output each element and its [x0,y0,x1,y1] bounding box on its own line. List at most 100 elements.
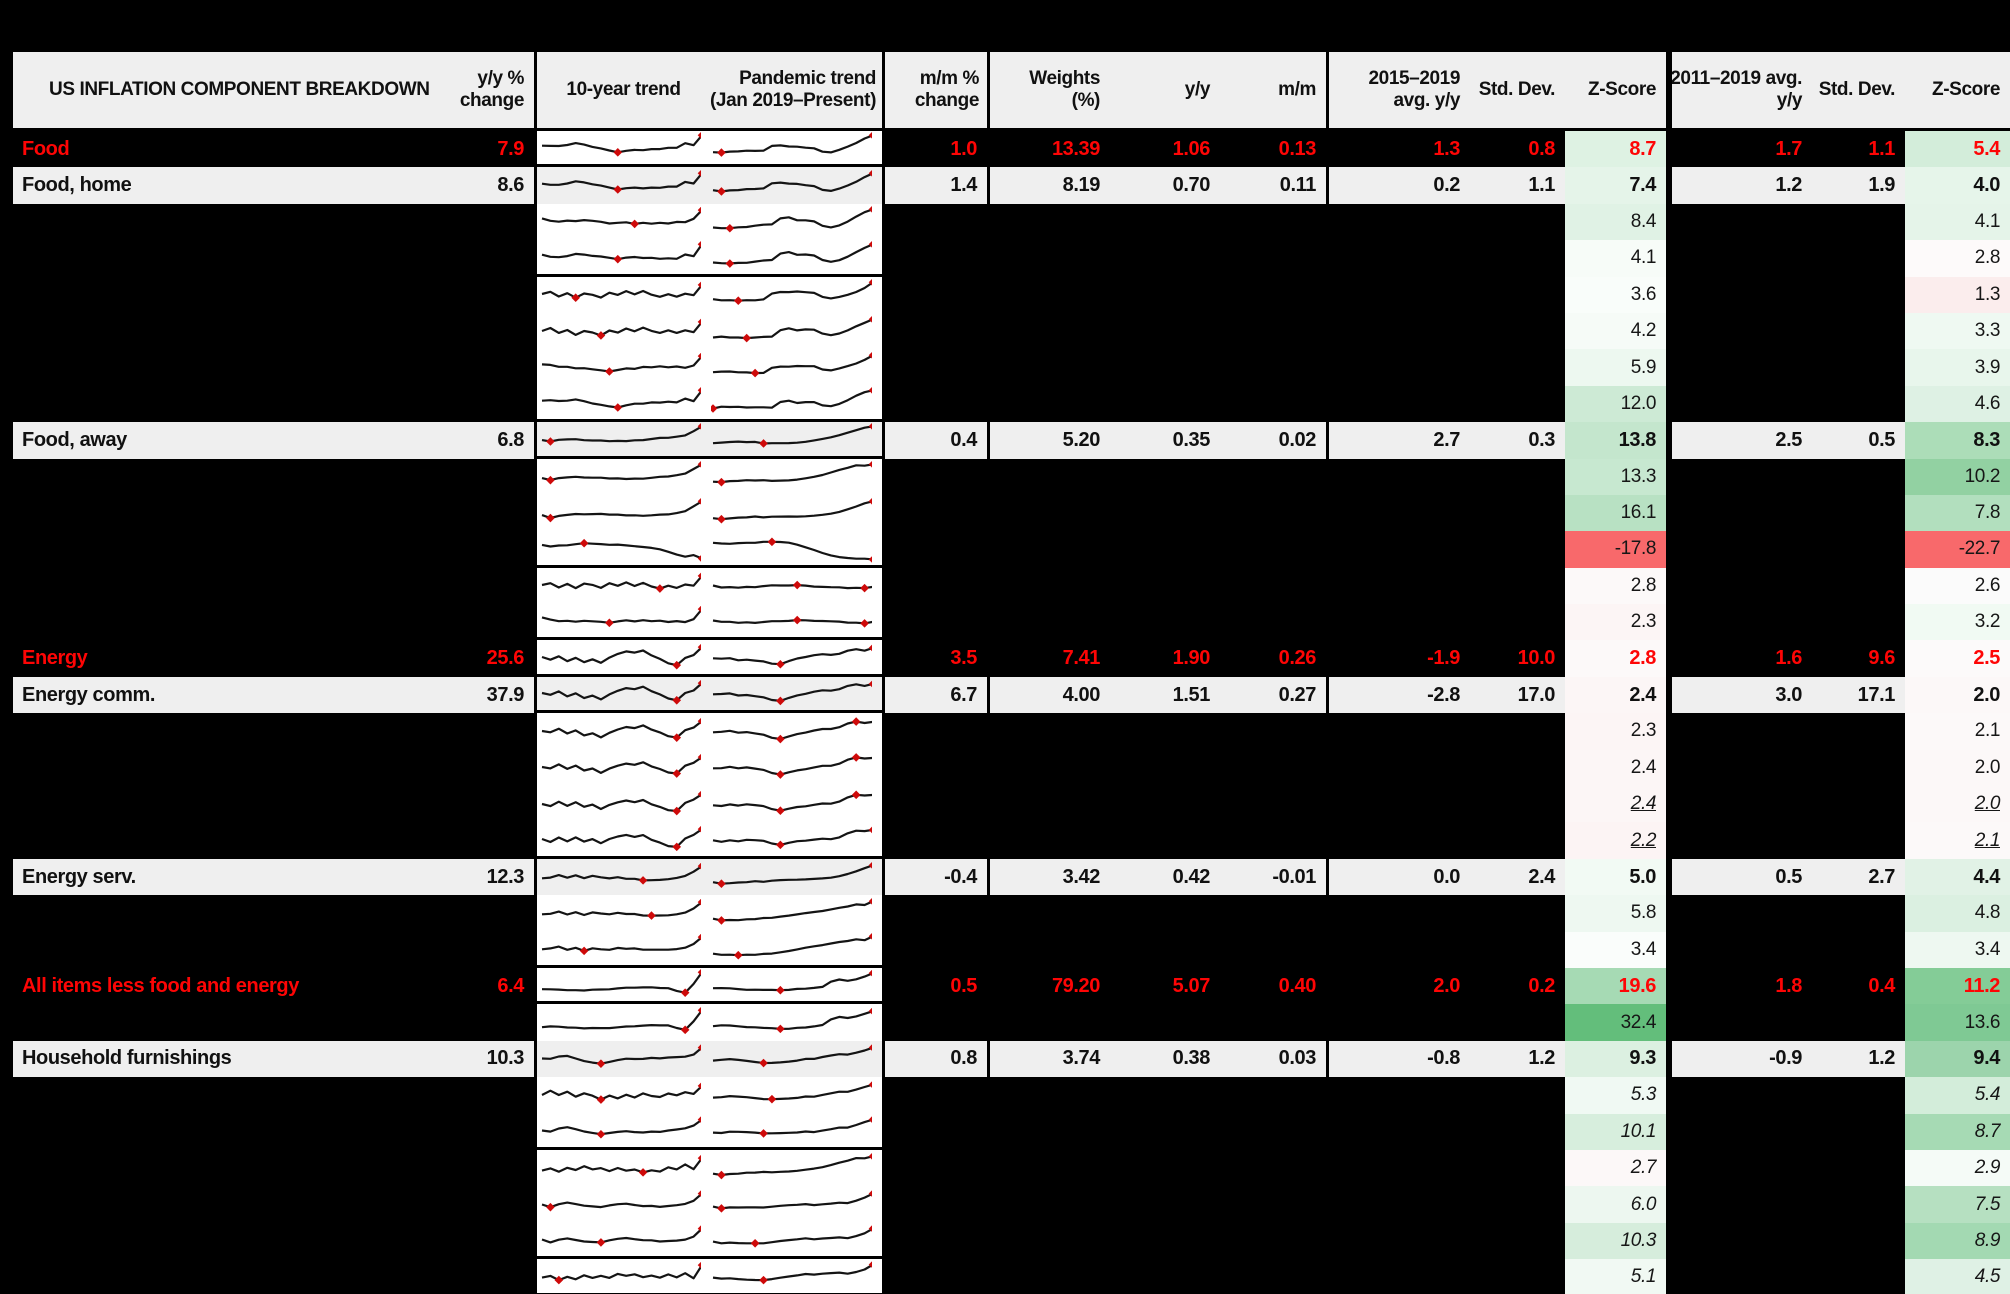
avg-2015-2019-cell [1329,240,1470,276]
sparkline-10yr [541,1225,701,1247]
column-divider [1666,1149,1676,1187]
yoy-cell: 0.35 [1110,422,1220,459]
column-divider [1666,494,1676,532]
zscore2-cell: 2.0 [1905,749,2010,787]
stddev1-cell: 1.2 [1470,1040,1565,1078]
sparkline-10yr [541,717,701,742]
column-divider [1666,567,1676,605]
mm-change-cell [885,822,990,859]
avg-2015-2019-cell [1329,750,1470,786]
zscore2-cell: 2.8 [1905,240,2010,277]
avg-2011-2019-cell [1672,750,1812,786]
mm-change-cell [885,749,990,787]
mm-change-cell [885,1113,990,1150]
stddev2-cell: 2.7 [1812,858,1905,896]
table-row: Food 7.9 1.0 13.39 1.06 0.13 1.3 0.8 8.7 1.7 1.1 5.… [13,131,2010,168]
mm-change-cell: 0.8 [885,1040,990,1078]
zscore1-cell: 5.3 [1565,1077,1666,1114]
avg-2015-2019-cell: 2.0 [1329,967,1470,1005]
sparkline-cell [537,676,885,714]
mm-change-cell [885,713,990,750]
sparkline-pandemic [712,897,872,925]
sparkline-pandemic [712,279,872,306]
component-cell [13,822,537,859]
zscore2-cell: 3.3 [1905,312,2010,350]
sparkline-cell [537,312,885,350]
sparkline-10yr [541,1154,701,1177]
sparkline-pandemic [712,790,872,815]
yy-change-value: 37.9 [486,683,525,706]
sparkline-pandemic [712,206,872,234]
column-divider [1666,312,1676,350]
mm-change-cell [885,531,990,568]
mom-cell [1220,822,1329,859]
avg-2015-2019-cell [1329,1114,1470,1150]
zscore1-cell: 2.4 [1565,676,1666,714]
zscore2-cell: 2.1 [1905,713,2010,750]
weights-cell [990,1150,1110,1186]
sparkline-pandemic [712,423,872,449]
component-cell [13,786,537,823]
sparkline-10yr [541,281,701,303]
zscore2-cell: 7.5 [1905,1186,2010,1223]
stddev1-cell: 0.3 [1470,422,1565,459]
sparkline-cell [537,1113,885,1150]
stddev1-cell [1470,750,1565,786]
zscore1-cell: 9.3 [1565,1040,1666,1078]
yoy-cell [1110,1114,1220,1150]
row-label: All items less food and energy [22,974,299,997]
sparkline-cell [537,1186,885,1223]
yoy-cell [1110,568,1220,604]
table-row: 4.2 3.3 [13,312,2010,350]
weights-cell: 13.39 [990,131,1110,168]
zscore1-cell: 8.4 [1565,203,1666,241]
sparkline-10yr [541,1262,701,1285]
sparkline-pandemic [712,932,872,960]
component-cell: Energy serv. 12.3 [13,858,537,896]
stddev2-cell [1812,786,1905,822]
sparkline-pandemic [712,241,872,269]
stddev2-cell [1812,386,1905,422]
avg-2011-2019-cell [1672,604,1812,640]
zscore2-cell: 4.8 [1905,895,2010,932]
stddev2-cell: 0.5 [1812,422,1905,459]
component-cell: Household furnishings 10.3 [13,1040,537,1078]
weights-cell [990,604,1110,640]
component-cell: All items less food and energy 6.4 [13,967,537,1005]
zscore1-cell: 8.7 [1565,131,1666,168]
component-cell [13,1077,537,1114]
avg-2015-2019-cell [1329,713,1470,749]
header-yoy: y/y [1110,52,1220,128]
avg-2015-2019-cell [1329,313,1470,349]
stddev2-cell [1812,1077,1905,1113]
row-label: Energy serv. [22,865,136,888]
yoy-cell [1110,531,1220,567]
avg-2015-2019-cell: 0.0 [1329,858,1470,896]
avg-2015-2019-cell [1329,822,1470,858]
row-label: Food, away [22,428,127,451]
stddev2-cell: 9.6 [1812,640,1905,677]
column-divider [1666,385,1676,423]
row-label: Food, home [22,174,132,197]
component-cell: Food, away 6.8 [13,422,537,459]
zscore2-cell: 3.9 [1905,349,2010,386]
avg-2015-2019-cell [1329,568,1470,604]
mm-change-cell [885,1004,990,1041]
sparkline-cell [537,967,885,1005]
yoy-cell [1110,349,1220,385]
zscore2-cell: 5.4 [1905,1077,2010,1114]
stddev1-cell [1470,932,1565,968]
mom-cell: 0.13 [1220,131,1329,168]
weights-cell [990,1004,1110,1040]
column-divider [1666,1040,1676,1078]
mm-change-cell [885,1259,990,1294]
component-cell [13,240,537,277]
zscore1-cell: 2.3 [1565,713,1666,750]
row-label: Energy comm. [22,683,156,706]
sparkline-cell [537,203,885,241]
sparkline-cell [537,931,885,968]
table-row: 2.3 2.1 [13,713,2010,750]
avg-2011-2019-cell [1672,204,1812,240]
sparkline-10yr [541,606,701,628]
component-cell [13,203,537,241]
